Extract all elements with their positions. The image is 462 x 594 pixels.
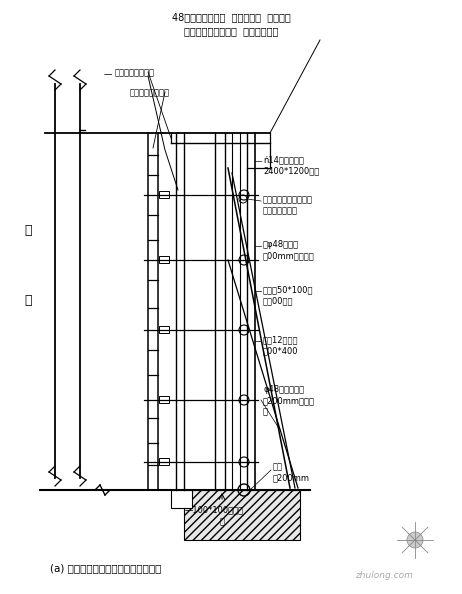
Bar xyxy=(159,326,169,333)
Text: 直径12对拉螺: 直径12对拉螺 xyxy=(263,335,298,344)
Bar xyxy=(159,191,169,198)
Text: 方怃00竖放: 方怃00竖放 xyxy=(263,296,293,305)
Text: 态200mm: 态200mm xyxy=(273,473,310,482)
Text: 态200mm横向排: 态200mm横向排 xyxy=(263,396,315,405)
Text: 用结杠与模墙顶紧: 用结杠与模墙顶紧 xyxy=(115,68,155,77)
Text: 双φ48鑉鑉管: 双φ48鑉鑉管 xyxy=(263,240,299,249)
Text: 布: 布 xyxy=(263,407,268,416)
Text: 栆00*400: 栆00*400 xyxy=(263,346,298,355)
Bar xyxy=(184,490,300,540)
Text: ń14厚木多层板: ń14厚木多层板 xyxy=(263,155,304,164)
Text: 操作钉鑉管脚手架: 操作钉鑉管脚手架 xyxy=(130,88,170,97)
Text: 柱: 柱 xyxy=(24,293,32,307)
Text: 顶: 顶 xyxy=(219,517,225,526)
Text: φ48鑉鑉管支顶: φ48鑉鑉管支顶 xyxy=(263,385,304,394)
Text: 水平钉钉管拉提压顶  防止模洿上浮: 水平钉钉管拉提压顶 防止模洿上浮 xyxy=(184,26,278,36)
Text: 怄00mm横向排布: 怄00mm横向排布 xyxy=(263,251,315,260)
Text: —100*100木方支: —100*100木方支 xyxy=(185,505,244,514)
Text: zhulong.com: zhulong.com xyxy=(355,570,413,580)
Text: —: — xyxy=(103,70,112,79)
Text: 护: 护 xyxy=(24,223,32,236)
Text: 次龙骨50*100木: 次龙骨50*100木 xyxy=(263,285,314,294)
Text: 48钉钉管支撑排架  底板对地锦  用箋箋与: 48钉钉管支撑排架 底板对地锦 用箋箋与 xyxy=(171,12,291,22)
Text: (a) 地下室外墙双侧模板安装示意图一: (a) 地下室外墙双侧模板安装示意图一 xyxy=(50,563,161,573)
Bar xyxy=(159,458,169,465)
Bar xyxy=(171,490,192,508)
Text: 螺母与横板紧固: 螺母与横板紧固 xyxy=(263,206,298,215)
Bar xyxy=(159,396,169,403)
Text: 2400*1200竖放: 2400*1200竖放 xyxy=(263,166,319,175)
Text: 地锦: 地锦 xyxy=(273,462,283,471)
Text: 横龙骨用「嵌入」牛，: 横龙骨用「嵌入」牛， xyxy=(263,195,313,204)
Bar xyxy=(159,256,169,263)
Circle shape xyxy=(407,532,423,548)
